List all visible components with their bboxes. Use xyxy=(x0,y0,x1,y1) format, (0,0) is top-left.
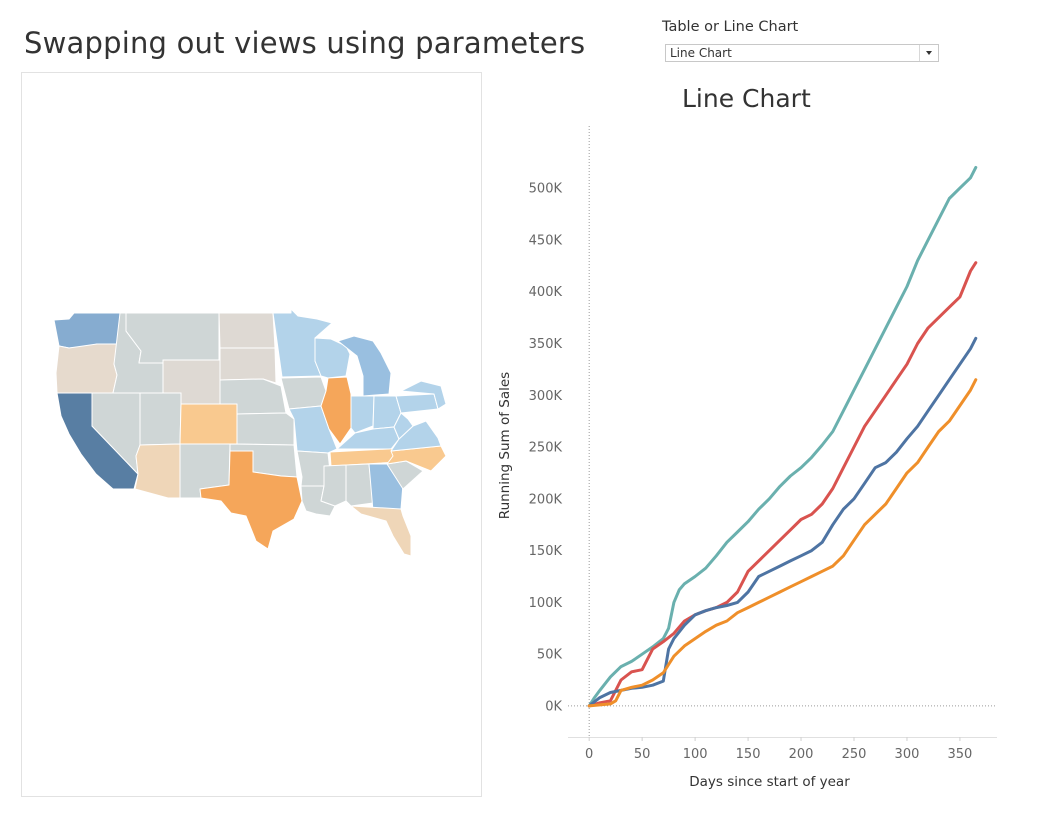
x-tick-label: 0 xyxy=(585,747,593,762)
state-OR[interactable] xyxy=(55,343,121,394)
state-AZ[interactable] xyxy=(134,443,181,499)
state-ND[interactable] xyxy=(218,312,276,349)
state-AL[interactable] xyxy=(345,463,374,507)
state-NY[interactable] xyxy=(400,380,447,410)
parameter-label: Table or Line Chart xyxy=(662,19,799,35)
state-WV[interactable] xyxy=(393,412,414,440)
state-TX[interactable] xyxy=(199,450,303,550)
y-tick-label: 500K xyxy=(529,182,563,197)
page-title: Swapping out views using parameters xyxy=(24,26,586,60)
series-line-3 xyxy=(587,336,978,708)
state-IA[interactable] xyxy=(280,376,327,410)
y-tick-label: 50K xyxy=(537,648,563,663)
state-IN[interactable] xyxy=(350,395,375,434)
state-NC[interactable] xyxy=(386,445,447,472)
state-MN[interactable] xyxy=(272,308,333,378)
y-tick-label: 350K xyxy=(529,337,563,352)
x-tick-label: 350 xyxy=(948,747,973,762)
chart-title: Line Chart xyxy=(682,84,811,113)
y-tick-label: 100K xyxy=(529,596,563,611)
state-KS[interactable] xyxy=(236,412,295,446)
series-line-4 xyxy=(587,378,978,708)
y-tick-label: 300K xyxy=(529,389,563,404)
x-axis-title: Days since start of year xyxy=(689,774,850,790)
state-MS[interactable] xyxy=(320,464,347,507)
view-selector-dropdown[interactable]: Line Chart xyxy=(665,44,939,62)
state-MI[interactable] xyxy=(337,335,392,397)
us-map xyxy=(53,308,447,557)
state-WI[interactable] xyxy=(314,337,351,379)
x-tick-label: 150 xyxy=(736,747,761,762)
y-axis-title: Running Sum of Sales xyxy=(497,372,513,519)
state-FL[interactable] xyxy=(350,505,412,557)
state-UT[interactable] xyxy=(139,392,182,446)
x-tick-label: 100 xyxy=(683,747,708,762)
y-tick-label: 200K xyxy=(529,492,563,507)
y-tick-label: 0K xyxy=(545,699,562,714)
state-MT[interactable] xyxy=(125,312,220,364)
map-panel xyxy=(21,72,482,797)
x-tick-label: 250 xyxy=(842,747,867,762)
state-CO[interactable] xyxy=(179,403,238,445)
state-WA[interactable] xyxy=(53,312,121,349)
y-tick-label: 250K xyxy=(529,441,563,456)
line-chart: 0K50K100K150K200K250K300K350K400K450K500… xyxy=(497,126,997,790)
y-tick-label: 400K xyxy=(529,285,563,300)
x-tick-label: 200 xyxy=(789,747,814,762)
series-line-1 xyxy=(587,165,978,708)
state-SD[interactable] xyxy=(219,347,277,384)
y-tick-label: 450K xyxy=(529,233,563,248)
state-PA[interactable] xyxy=(395,393,439,414)
y-tick-label: 150K xyxy=(529,544,563,559)
x-tick-label: 300 xyxy=(895,747,920,762)
x-tick-label: 50 xyxy=(634,747,651,762)
state-IL[interactable] xyxy=(320,376,352,445)
view-selector-value: Line Chart xyxy=(670,46,732,60)
chevron-down-icon[interactable] xyxy=(919,45,938,61)
series-line-2 xyxy=(587,261,978,708)
